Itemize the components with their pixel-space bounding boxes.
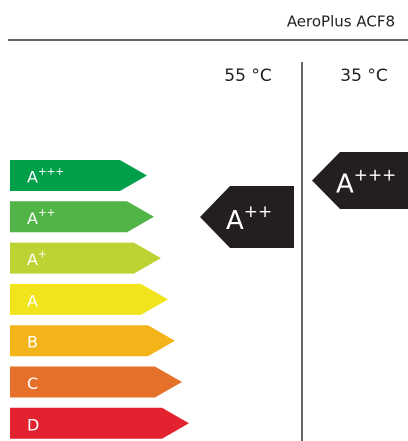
class-label: D [27,415,39,434]
class-sup: +++ [38,166,64,178]
class-arrow [10,242,161,274]
class-letter: B [27,332,38,351]
class-letter: A [27,291,38,310]
class-letter: A [336,169,354,199]
class-letter: A [226,206,244,236]
class-label: C [27,374,38,393]
class-letter: A [27,250,38,269]
class-letter: C [27,374,38,393]
class-label: A [27,291,38,310]
class-letter: D [27,415,39,434]
column-header: 35 °C [340,66,387,86]
class-arrow [10,325,175,357]
class-sup: +++ [354,164,396,184]
class-sup: ++ [38,207,55,219]
model-name: AeroPlus ACF8 [287,13,395,31]
class-arrow [10,407,189,439]
class-arrow [10,160,147,191]
rating-arrow [312,152,408,209]
class-label: A++ [226,201,272,236]
class-label: A+ [27,249,47,269]
class-arrow [10,366,182,398]
class-letter: A [27,167,38,186]
class-label: B [27,332,38,351]
class-letter: A [27,208,38,227]
class-label: A+++ [27,166,64,186]
class-sup: ++ [244,201,272,221]
column-header: 55 °C [224,66,271,86]
rating-arrow [200,186,294,248]
class-arrow [10,201,154,233]
class-label: A+++ [336,164,396,199]
class-arrow [10,283,168,315]
class-sup: + [38,249,47,261]
class-label: A++ [27,207,55,227]
